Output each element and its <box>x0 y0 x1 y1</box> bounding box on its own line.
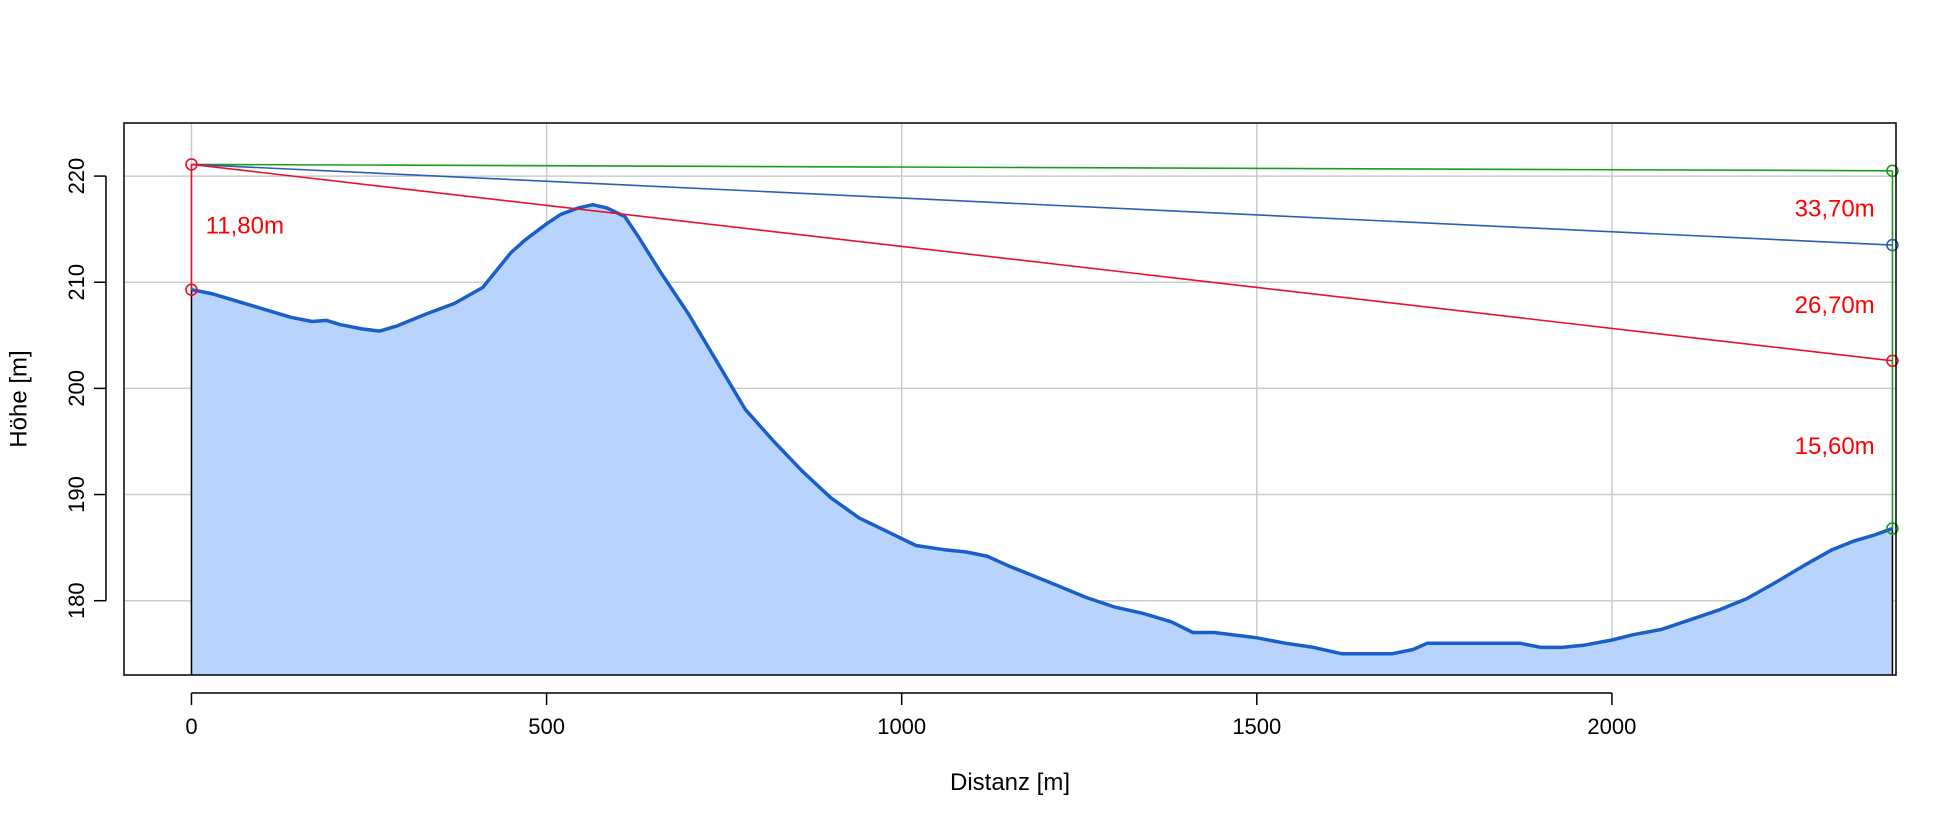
y-tick-label: 190 <box>64 476 89 513</box>
x-tick-label: 1500 <box>1232 714 1281 739</box>
y-axis: 180 190 200 210 220 <box>64 158 107 619</box>
x-tick-label: 1000 <box>877 714 926 739</box>
point-marker <box>1886 164 1899 178</box>
markers <box>185 158 1899 535</box>
point-marker <box>1886 522 1899 535</box>
annotations: 11,80m 33,70m 26,70m 15,60m <box>206 195 1875 460</box>
sightlines <box>190 163 1894 529</box>
x-tick-label: 2000 <box>1587 714 1636 739</box>
y-tick-label: 210 <box>64 264 89 301</box>
height-annotation: 15,60m <box>1795 433 1875 460</box>
plot-frame <box>123 122 1897 676</box>
x-tick-label: 0 <box>185 714 197 739</box>
sightline <box>191 163 1893 246</box>
height-annotation: 26,70m <box>1795 292 1875 319</box>
y-tick-label: 220 <box>64 158 89 195</box>
terrain-fill <box>191 204 1893 675</box>
terrain-line <box>191 202 1893 656</box>
y-axis-title: Höhe [m] <box>5 350 32 447</box>
point-marker <box>1886 238 1899 252</box>
x-tick-label: 500 <box>528 714 565 739</box>
height-annotation: 33,70m <box>1795 195 1875 222</box>
y-tick-label: 180 <box>64 582 89 619</box>
point-marker <box>1886 354 1899 368</box>
sightline <box>191 163 1893 362</box>
point-marker <box>185 158 198 171</box>
height-annotation: 11,80m <box>206 212 284 239</box>
y-tick-label: 200 <box>64 370 89 407</box>
x-axis: 0 500 1000 1500 2000 <box>185 692 1636 739</box>
terrain-profile <box>190 202 1894 675</box>
x-axis-title: Distanz [m] <box>950 769 1070 796</box>
point-marker <box>185 283 198 296</box>
sightline <box>191 163 1893 172</box>
